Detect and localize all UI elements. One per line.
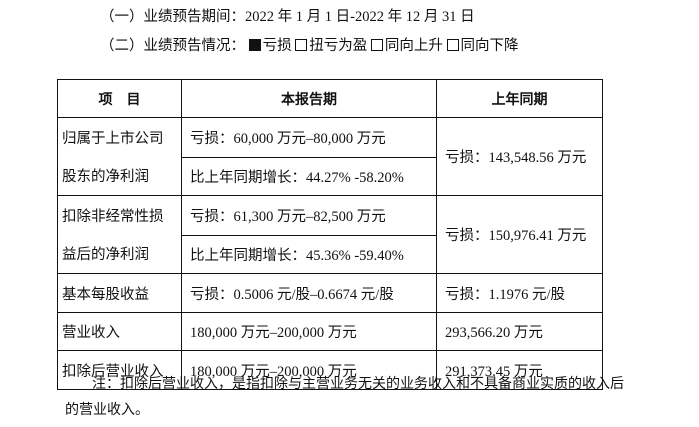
- table-row: 基本每股收益 亏损：0.5006 元/股–0.6674 元/股 亏损：1.197…: [57, 273, 603, 313]
- forecast-status: （二）业绩预告情况： 亏损 扭亏为盈 同向上升 同向下降: [100, 34, 519, 55]
- table-row: 归属于上市公司 股东的净利润 亏损：60,000 万元–80,000 万元 亏损：…: [57, 117, 603, 196]
- checkbox-empty-icon: [446, 39, 459, 51]
- checkbox-empty-icon: [370, 39, 383, 51]
- table-row: 扣除非经常性损 益后的净利润 亏损：61,300 万元–82,500 万元 亏损：…: [57, 195, 603, 274]
- note-line: 注：扣除后营业收入，是指扣除与主营业务无关的业务收入和不具备商业实质的收入后: [92, 377, 624, 392]
- checkbox-empty-icon: [295, 39, 308, 51]
- forecast-table: 项 目 本报告期 上年同期 归属于上市公司 股东的净利润 亏损：60,000 万元…: [57, 79, 603, 390]
- header-item: 项 目: [57, 79, 182, 118]
- checkbox-checked-icon: [248, 39, 261, 51]
- row-prior: 亏损：143,548.56 万元: [436, 117, 603, 196]
- row-item: 扣除非经常性损 益后的净利润: [57, 195, 182, 274]
- table-row: 比上年同期增长：45.36% -59.40%: [58, 234, 603, 274]
- option-turnaround: 扭亏为盈: [295, 38, 367, 54]
- header-prior: 上年同期: [436, 79, 603, 118]
- row-current: 180,000 万元–200,000 万元: [181, 350, 437, 390]
- table-row: 比上年同期增长：44.27% -58.20%: [58, 156, 603, 196]
- note-line: 的营业收入。: [65, 403, 149, 418]
- option-decrease: 同向下降: [446, 38, 519, 54]
- table-row: 扣除后营业收入 180,000 万元–200,000 万元 291,373.45…: [57, 350, 603, 390]
- status-prefix: （二）业绩预告情况：: [100, 38, 245, 54]
- item-line: 扣除非经常性损: [62, 208, 164, 225]
- option-loss: 亏损: [248, 38, 292, 54]
- table-row: 营业收入 180,000 万元–200,000 万元 293,566.20 万元: [57, 312, 603, 351]
- row-prior: 亏损：1.1976 元/股: [436, 273, 603, 313]
- row-prior: 亏损：150,976.41 万元: [436, 195, 603, 274]
- row-item: 归属于上市公司 股东的净利润: [57, 117, 182, 196]
- row-current: 180,000 万元–200,000 万元: [181, 312, 437, 351]
- option-label: 同向上升: [384, 38, 443, 54]
- row-item: 营业收入: [57, 312, 182, 351]
- option-increase: 同向上升: [370, 38, 443, 54]
- row-current-growth: 比上年同期增长：44.27% -58.20%: [181, 156, 437, 196]
- header-current: 本报告期: [181, 79, 437, 118]
- option-label: 扭亏为盈: [309, 38, 368, 54]
- table-header-row: 项 目 本报告期 上年同期: [57, 79, 603, 118]
- item-line: 股东的净利润: [62, 169, 149, 186]
- item-line: 归属于上市公司: [62, 130, 164, 147]
- row-prior: 293,566.20 万元: [436, 312, 603, 351]
- item-line: 益后的净利润: [62, 247, 149, 264]
- row-item: 基本每股收益: [57, 273, 182, 313]
- option-label: 同向下降: [460, 38, 519, 54]
- option-label: 亏损: [262, 38, 292, 54]
- row-prior: 291,373.45 万元: [436, 350, 603, 390]
- row-current: 亏损：61,300 万元–82,500 万元: [181, 195, 437, 236]
- row-current: 亏损：60,000 万元–80,000 万元: [181, 117, 437, 158]
- row-current-growth: 比上年同期增长：45.36% -59.40%: [181, 234, 437, 274]
- forecast-period: （一）业绩预告期间：2022 年 1 月 1 日-2022 年 12 月 31 …: [100, 9, 475, 25]
- row-current: 亏损：0.5006 元/股–0.6674 元/股: [181, 273, 437, 313]
